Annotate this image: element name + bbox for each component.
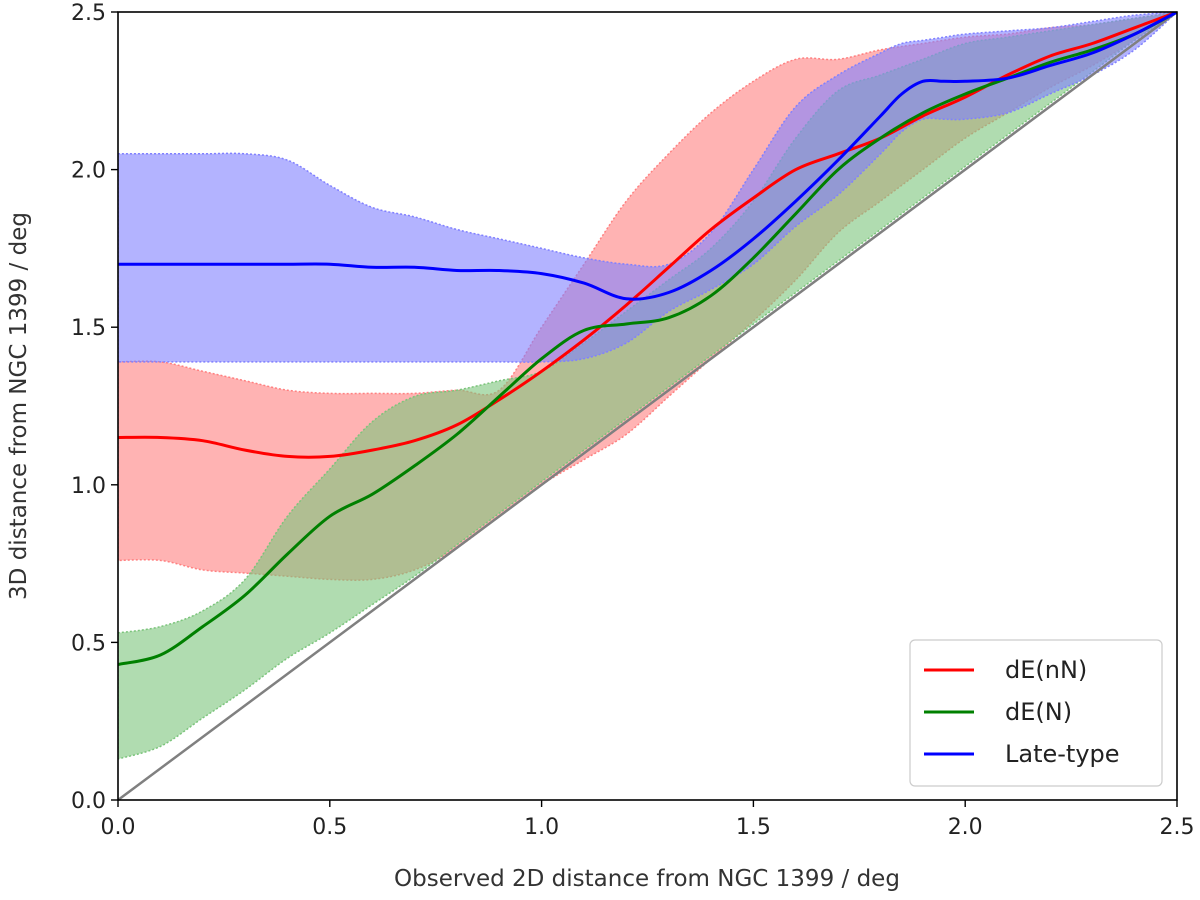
- plot-frame: [117, 11, 1178, 801]
- legend: dE(nN) dE(N) Late-type: [909, 639, 1163, 787]
- y-axis-ticks: 0.0 0.5 1.0 1.5 2.0 2.5: [71, 1, 118, 814]
- y-tick-label: 1.0: [71, 474, 106, 499]
- series-line-late-type: [118, 12, 1177, 301]
- legend-label-de-nn: dE(nN): [1005, 656, 1087, 684]
- series-line-de-nn: [118, 12, 1177, 459]
- y-tick-label: 2.0: [71, 159, 106, 184]
- x-axis-label: Observed 2D distance from NGC 1399 / deg: [394, 866, 900, 892]
- legend-label-late-type: Late-type: [1005, 740, 1120, 768]
- legend-box: [909, 639, 1163, 787]
- x-tick-label: 2.5: [1160, 815, 1195, 840]
- legend-label-de-n: dE(N): [1005, 698, 1072, 726]
- band-de-n: [118, 12, 1177, 760]
- confidence-bands: [118, 12, 1177, 760]
- y-tick-label: 2.5: [71, 1, 106, 26]
- series-lines: [118, 12, 1177, 666]
- x-tick-label: 0.5: [312, 815, 347, 840]
- x-tick-label: 1.0: [524, 815, 559, 840]
- y-axis-label: 3D distance from NGC 1399 / deg: [6, 212, 32, 600]
- reference-line: [117, 10, 1178, 802]
- y-tick-label: 0.5: [71, 631, 106, 656]
- x-axis-ticks: 0.0 0.5 1.0 1.5 2.0 2.5: [101, 800, 1195, 840]
- y-tick-label: 0.0: [71, 789, 106, 814]
- x-tick-label: 2.0: [948, 815, 983, 840]
- y-tick-label: 1.5: [71, 316, 106, 341]
- x-tick-label: 0.0: [101, 815, 136, 840]
- x-tick-label: 1.5: [736, 815, 771, 840]
- reference-line-group: [117, 10, 1178, 802]
